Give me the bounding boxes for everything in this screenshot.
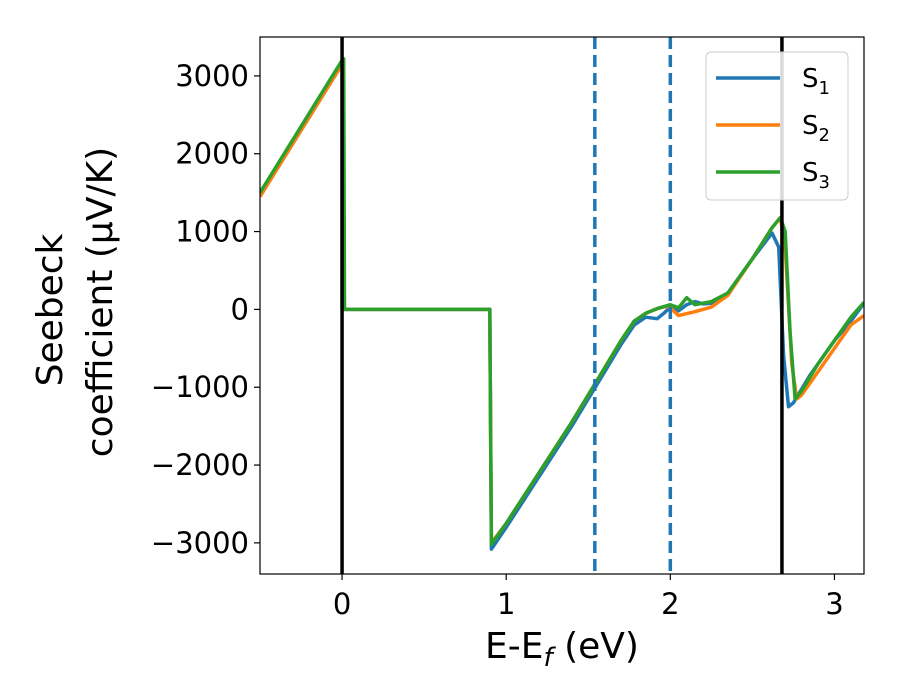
legend: S1 S2 S3: [705, 51, 849, 201]
y-tick-label: 0: [231, 292, 249, 326]
y-tick-label: −2000: [151, 448, 249, 482]
y-axis-ticks: 3000 2000 1000 0 −1000 −2000 −3000: [151, 59, 260, 560]
y-tick-label: 2000: [175, 137, 249, 171]
x-tick-label: 3: [825, 587, 843, 621]
legend-label-2: S2: [802, 111, 830, 146]
y-tick-label: 3000: [175, 59, 249, 93]
y-axis-label-line2: coefficient (μV/K): [80, 147, 121, 457]
x-tick-label: 1: [497, 587, 515, 621]
y-tick-label: 1000: [175, 215, 249, 249]
legend-items: S1 S2 S3: [716, 64, 830, 193]
series-line-3: [260, 57, 864, 547]
y-axis-label: Seebeck coefficient (μV/K): [30, 147, 121, 457]
legend-label-1: S1: [802, 64, 830, 99]
x-axis-ticks: 0 1 2 3: [333, 574, 844, 621]
x-tick-label: 0: [333, 587, 351, 621]
legend-label-3: S3: [802, 158, 830, 193]
plot-frame: [259, 36, 865, 575]
x-axis-label: E-Ef (eV): [485, 626, 639, 673]
y-tick-label: −1000: [151, 370, 249, 404]
series-layer: [260, 57, 864, 551]
y-axis-label-line1: Seebeck: [30, 233, 71, 386]
series-line-1: [260, 62, 864, 551]
y-tick-label: −3000: [151, 526, 249, 560]
x-tick-label: 2: [661, 587, 679, 621]
